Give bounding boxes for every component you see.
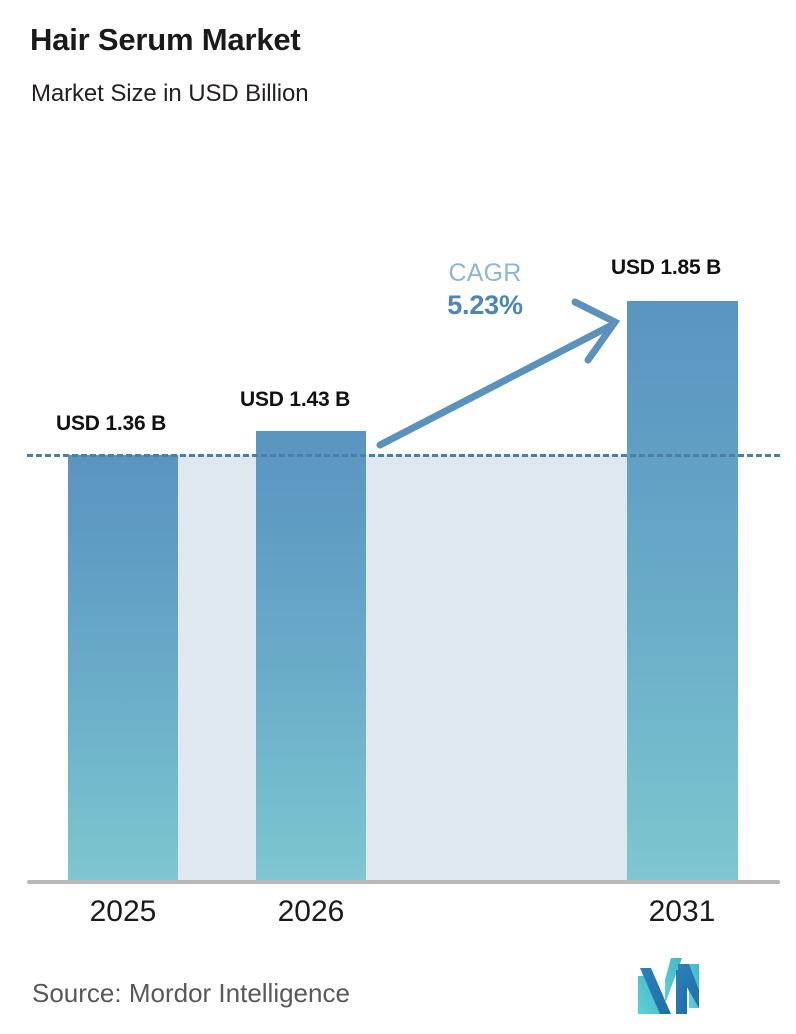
source-attribution: Source: Mordor Intelligence xyxy=(32,978,350,1008)
page-title: Hair Serum Market xyxy=(30,22,301,57)
x-tick-label-2031: 2031 xyxy=(648,895,716,928)
chart-subtitle: Market Size in USD Billion xyxy=(31,80,309,107)
trend-arrow-icon xyxy=(376,298,621,449)
data-label-2025: USD 1.36 B xyxy=(56,412,167,435)
cagr-value: 5.23% xyxy=(447,290,523,320)
reference-dashed-line xyxy=(27,454,780,457)
bar-2025[interactable] xyxy=(68,455,178,882)
x-tick-label-2025: 2025 xyxy=(89,895,157,928)
cagr-annotation: CAGR 5.23% xyxy=(420,258,550,322)
x-axis-line xyxy=(27,880,780,884)
background-band-1 xyxy=(178,455,627,882)
cagr-label: CAGR xyxy=(448,259,522,287)
data-label-2031: USD 1.85 B xyxy=(611,256,722,279)
bar-2026[interactable] xyxy=(256,431,366,882)
mordor-intelligence-logo-icon xyxy=(638,958,699,1014)
data-label-2026: USD 1.43 B xyxy=(240,388,351,411)
x-tick-label-2026: 2026 xyxy=(277,895,345,928)
bar-2031[interactable] xyxy=(627,301,738,882)
